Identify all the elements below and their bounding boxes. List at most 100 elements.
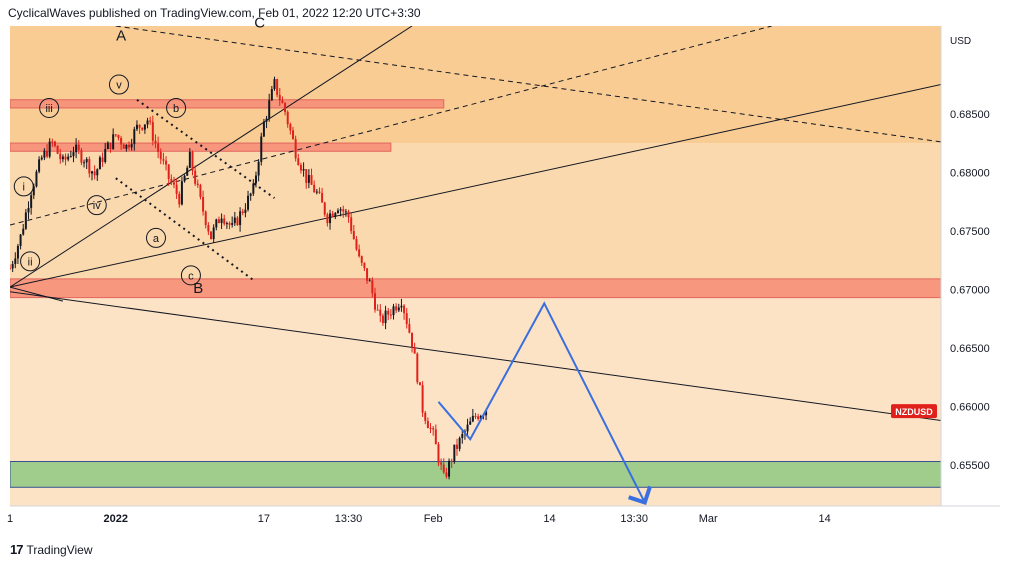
candle-body xyxy=(59,153,62,160)
candle-body xyxy=(302,169,305,171)
forecast-path[interactable] xyxy=(437,301,652,506)
candle-body xyxy=(418,382,421,386)
wave-label-c: c xyxy=(188,270,194,282)
candle-body xyxy=(133,129,136,145)
candle-body xyxy=(61,156,64,160)
middle-shade-band xyxy=(10,143,941,279)
candle-body xyxy=(46,150,49,157)
time-tick-label: 17 xyxy=(258,513,270,525)
candle-body xyxy=(101,157,104,162)
zone-support-main[interactable] xyxy=(10,461,941,488)
candle-body xyxy=(321,192,324,203)
wave-circle-iv xyxy=(86,195,107,216)
time-tick-label: Mar xyxy=(699,513,718,525)
candle-body xyxy=(83,162,86,164)
candle-body xyxy=(48,141,51,157)
candle-body xyxy=(381,315,384,324)
candle-body xyxy=(175,184,178,194)
wave-label-ii: ii xyxy=(28,256,33,268)
candle-body xyxy=(167,164,170,180)
candle-body xyxy=(262,121,265,137)
candle-body xyxy=(294,139,297,159)
candle-body xyxy=(405,313,408,325)
wave-circle-ii xyxy=(20,251,41,272)
candle-body xyxy=(432,428,435,430)
wave-label-v: v xyxy=(116,80,122,92)
candle-body xyxy=(479,415,482,420)
candle-body xyxy=(336,210,339,214)
candle-body xyxy=(408,324,411,333)
zone-resistance-upper[interactable] xyxy=(10,99,445,109)
candle-body xyxy=(215,219,218,228)
wave-circle-iii xyxy=(39,97,60,118)
trendline-channel-lower[interactable] xyxy=(10,84,941,288)
candle-body xyxy=(292,130,295,140)
candle-body xyxy=(239,211,242,225)
candle-body xyxy=(191,151,194,171)
candle-body xyxy=(72,152,75,157)
candle-body xyxy=(194,170,197,184)
candle-body xyxy=(69,156,72,158)
candle-body xyxy=(165,160,168,165)
candle-body xyxy=(241,211,244,213)
candle-body xyxy=(254,175,257,184)
time-tick-label: 14 xyxy=(819,513,831,525)
time-tick-label: 13:30 xyxy=(335,513,363,525)
trendline-long-down-line[interactable] xyxy=(10,291,941,422)
candle-body xyxy=(249,193,252,196)
trendline-channel-upper[interactable] xyxy=(10,26,413,288)
wave-label-a: a xyxy=(153,233,160,245)
wave-circle-c xyxy=(180,265,201,286)
candle-body xyxy=(403,305,406,314)
trendline-dotted-wave-b[interactable] xyxy=(136,98,276,199)
candle-body xyxy=(318,191,321,193)
candle-body xyxy=(477,416,480,420)
zone-resistance-main[interactable] xyxy=(10,278,941,299)
time-tick-label: 2022 xyxy=(104,513,128,525)
trendline-dashed-down[interactable] xyxy=(115,26,941,143)
candle-body xyxy=(339,209,342,211)
zone-resistance-mid[interactable] xyxy=(10,142,392,152)
candle-body xyxy=(411,332,414,348)
candle-body xyxy=(442,464,445,473)
trendline-short-down-line[interactable] xyxy=(10,286,64,302)
candle-body xyxy=(204,211,207,226)
candle-body xyxy=(212,227,215,240)
candle-body xyxy=(315,191,318,193)
candle-body xyxy=(207,225,210,232)
wave-label-iv: iv xyxy=(93,200,101,212)
wave-circle-b xyxy=(166,97,187,118)
candle-body xyxy=(180,181,183,205)
candle-body xyxy=(130,144,133,148)
upper-shade-band xyxy=(10,26,941,144)
candle-body xyxy=(75,144,78,153)
candle-body xyxy=(305,169,308,183)
candle-body xyxy=(22,228,25,235)
price-tick-label: 0.66000 xyxy=(950,401,990,413)
candle-body xyxy=(157,143,160,152)
time-tick-label: 1 xyxy=(7,513,13,525)
wave-label-i: i xyxy=(23,181,25,193)
price-tag-label: NZDUSD xyxy=(895,407,933,417)
candle-body xyxy=(154,140,157,144)
candle-body xyxy=(310,175,313,185)
candle-body xyxy=(159,151,162,160)
candle-body xyxy=(323,202,326,215)
candle-body xyxy=(19,234,22,246)
candle-body xyxy=(297,158,300,165)
candle-body xyxy=(30,195,33,208)
tradingview-footer[interactable]: 17 TradingView xyxy=(10,542,93,557)
candle-body xyxy=(424,412,427,421)
candle-body xyxy=(313,184,316,193)
candle-body xyxy=(53,141,56,146)
candle-body xyxy=(146,120,149,125)
price-tag-box[interactable] xyxy=(891,404,937,419)
candle-body xyxy=(429,428,432,430)
candle-body xyxy=(458,437,461,449)
trendline-dotted-wave-iv[interactable] xyxy=(115,177,254,281)
candle-body xyxy=(11,264,14,269)
candle-body xyxy=(347,211,350,218)
candle-body xyxy=(77,144,80,151)
